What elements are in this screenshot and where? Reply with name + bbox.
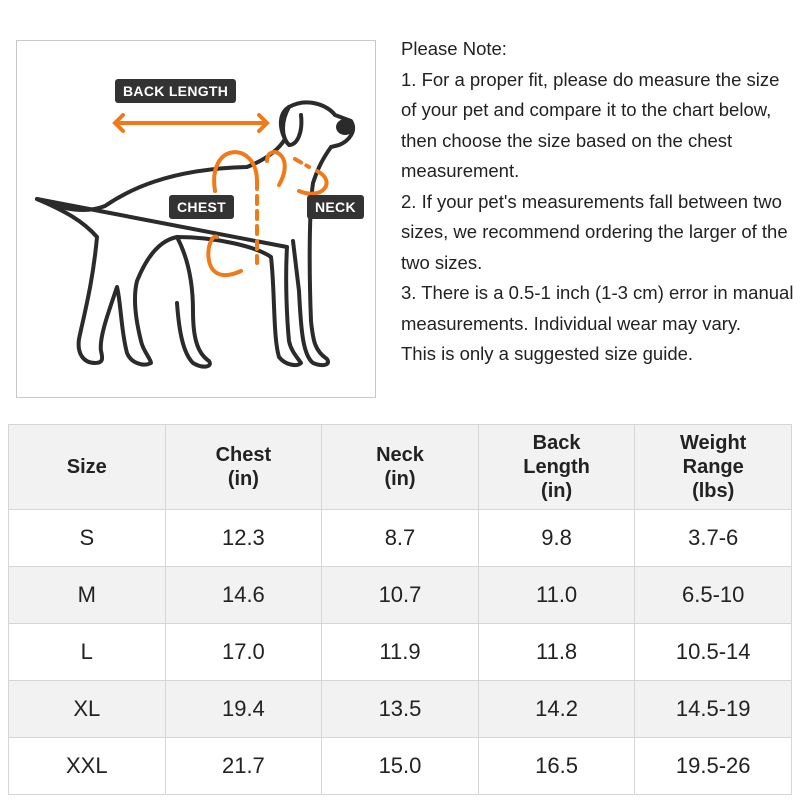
- cell-neck: 15.0: [321, 737, 479, 795]
- note-item-1: 1. For a proper fit, please do measure t…: [401, 68, 780, 182]
- table-row: S 12.3 8.7 9.8 3.7-6: [8, 509, 792, 567]
- cell-size: M: [8, 566, 166, 624]
- cell-neck: 8.7: [321, 509, 479, 567]
- cell-back-length: 9.8: [477, 509, 636, 567]
- table-row: XL 19.4 13.5 14.2 14.5-19: [8, 680, 792, 738]
- cell-weight: 6.5-10: [634, 566, 792, 624]
- cell-back-length: 11.0: [477, 566, 636, 624]
- dog-outline-illustration: [35, 100, 356, 369]
- cell-chest: 17.0: [164, 623, 323, 681]
- cell-neck: 11.9: [321, 623, 479, 681]
- header-weight-range: Weight Range (lbs): [634, 424, 792, 510]
- cell-size: S: [8, 509, 166, 567]
- cell-weight: 10.5-14: [634, 623, 792, 681]
- cell-size: XL: [8, 680, 166, 738]
- note-footer: This is only a suggested size guide.: [401, 343, 694, 364]
- cell-back-length: 11.8: [477, 623, 636, 681]
- neck-label: NECK: [307, 195, 364, 219]
- cell-neck: 13.5: [321, 680, 479, 738]
- cell-size: L: [8, 623, 166, 681]
- cell-neck: 10.7: [321, 566, 479, 624]
- cell-chest: 14.6: [164, 566, 323, 624]
- dog-measurement-diagram: BACK LENGTH CHEST NECK: [16, 40, 376, 398]
- note-item-2: 2. If your pet's measurements fall betwe…: [401, 190, 788, 273]
- header-chest: Chest (in): [164, 424, 323, 510]
- header-neck: Neck (in): [321, 424, 479, 510]
- cell-chest: 21.7: [164, 737, 323, 795]
- table-header-row: Size Chest (in) Neck (in) Back Length (i…: [8, 424, 792, 510]
- cell-back-length: 16.5: [477, 737, 636, 795]
- cell-weight: 19.5-26: [634, 737, 792, 795]
- cell-size: XXL: [8, 737, 166, 795]
- size-chart-table: Size Chest (in) Neck (in) Back Length (i…: [8, 424, 792, 795]
- chest-label: CHEST: [169, 195, 234, 219]
- note-item-3: 3. There is a 0.5-1 inch (1-3 cm) error …: [401, 282, 794, 334]
- table-row: XXL 21.7 15.0 16.5 19.5-26: [8, 737, 792, 795]
- size-note: Please Note: 1. For a proper fit, please…: [401, 34, 796, 370]
- cell-back-length: 14.2: [477, 680, 636, 738]
- header-size: Size: [8, 424, 166, 510]
- table-row: M 14.6 10.7 11.0 6.5-10: [8, 566, 792, 624]
- cell-chest: 19.4: [164, 680, 323, 738]
- note-heading: Please Note:: [401, 38, 507, 59]
- header-back-length: Back Length (in): [477, 424, 636, 510]
- cell-weight: 14.5-19: [634, 680, 792, 738]
- cell-weight: 3.7-6: [634, 509, 792, 567]
- back-length-label: BACK LENGTH: [115, 79, 237, 103]
- table-row: L 17.0 11.9 11.8 10.5-14: [8, 623, 792, 681]
- cell-chest: 12.3: [164, 509, 323, 567]
